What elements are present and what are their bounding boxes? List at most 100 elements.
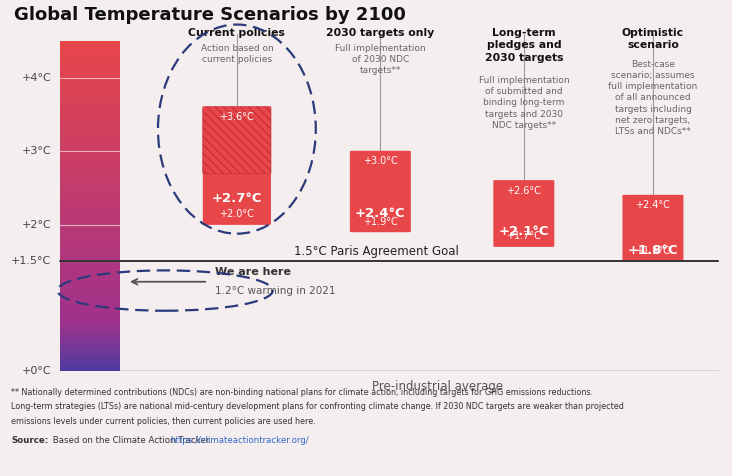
Bar: [60, 358, 120, 360]
Bar: [60, 367, 120, 368]
Bar: [60, 355, 120, 357]
Bar: [60, 152, 120, 153]
Bar: [60, 348, 120, 350]
Bar: [60, 185, 120, 186]
Bar: [60, 102, 120, 104]
Bar: [60, 143, 120, 145]
Bar: [60, 332, 120, 333]
Bar: [60, 261, 120, 262]
Bar: [60, 208, 120, 209]
Bar: [60, 234, 120, 236]
Bar: [60, 46, 120, 48]
Bar: [60, 205, 120, 206]
Bar: [60, 236, 120, 238]
Text: +1.7°C: +1.7°C: [507, 231, 541, 241]
Bar: [60, 231, 120, 233]
Bar: [60, 175, 120, 177]
Bar: [60, 203, 120, 205]
Bar: [60, 239, 120, 241]
Bar: [60, 312, 120, 314]
Bar: [60, 368, 120, 370]
Bar: [60, 318, 120, 320]
Bar: [60, 168, 120, 170]
Bar: [60, 112, 120, 114]
Bar: [60, 224, 120, 226]
Bar: [60, 149, 120, 150]
Bar: [60, 342, 120, 343]
Bar: [60, 89, 120, 90]
Bar: [60, 106, 120, 107]
Bar: [60, 183, 120, 185]
Bar: [60, 289, 120, 290]
Bar: [60, 363, 120, 365]
Bar: [60, 96, 120, 97]
Bar: [60, 110, 120, 112]
Text: Best-case
scenario; assumes
full implementation
of all announced
targets includi: Best-case scenario; assumes full impleme…: [608, 60, 698, 136]
Bar: [60, 328, 120, 330]
Bar: [60, 94, 120, 96]
Bar: [60, 323, 120, 325]
Bar: [60, 76, 120, 78]
Bar: [60, 300, 120, 302]
Bar: [60, 122, 120, 124]
Bar: [60, 308, 120, 310]
Bar: [60, 238, 120, 239]
Bar: [60, 347, 120, 348]
Bar: [60, 72, 120, 74]
Bar: [60, 249, 120, 251]
Bar: [60, 292, 120, 294]
Bar: [60, 226, 120, 228]
Bar: [60, 127, 120, 129]
Bar: [60, 216, 120, 218]
Bar: [60, 107, 120, 109]
Bar: [60, 61, 120, 62]
Bar: [60, 135, 120, 137]
Bar: [60, 246, 120, 248]
Bar: [60, 90, 120, 92]
FancyBboxPatch shape: [203, 107, 271, 225]
Bar: [60, 221, 120, 223]
Text: +1.9°C: +1.9°C: [363, 217, 397, 227]
Bar: [60, 290, 120, 292]
Text: +2.4°C: +2.4°C: [635, 200, 671, 210]
Text: 2030 targets only: 2030 targets only: [326, 28, 435, 38]
Bar: [60, 325, 120, 327]
Bar: [60, 199, 120, 201]
Text: +2.1°C: +2.1°C: [498, 225, 549, 238]
Bar: [60, 256, 120, 258]
Bar: [60, 191, 120, 193]
Bar: [60, 81, 120, 82]
Text: Global Temperature Scenarios by 2100: Global Temperature Scenarios by 2100: [15, 6, 406, 24]
Bar: [60, 132, 120, 134]
Bar: [60, 178, 120, 180]
Bar: [60, 114, 120, 115]
Bar: [60, 209, 120, 211]
Bar: [60, 258, 120, 259]
Bar: [60, 370, 120, 371]
Text: +3.6°C: +3.6°C: [220, 112, 254, 122]
Bar: [60, 53, 120, 54]
Text: Full implementation
of 2030 NDC
targets**: Full implementation of 2030 NDC targets*…: [335, 44, 426, 75]
Bar: [60, 140, 120, 142]
Bar: [60, 134, 120, 135]
Bar: [60, 66, 120, 68]
Text: emissions levels under current policies, then current policies are used here.: emissions levels under current policies,…: [11, 416, 315, 426]
Bar: [60, 173, 120, 175]
Bar: [60, 167, 120, 168]
Bar: [60, 193, 120, 195]
Bar: [60, 286, 120, 287]
Bar: [60, 155, 120, 157]
Bar: [60, 337, 120, 338]
Bar: [60, 335, 120, 337]
Bar: [60, 343, 120, 345]
Text: Action based on
current policies: Action based on current policies: [201, 44, 273, 64]
Bar: [60, 214, 120, 216]
Text: +2.6°C: +2.6°C: [507, 186, 541, 196]
Bar: [60, 117, 120, 119]
Bar: [60, 145, 120, 147]
Bar: [60, 201, 120, 203]
Bar: [60, 44, 120, 46]
Bar: [60, 340, 120, 342]
Bar: [60, 188, 120, 189]
Bar: [60, 287, 120, 289]
